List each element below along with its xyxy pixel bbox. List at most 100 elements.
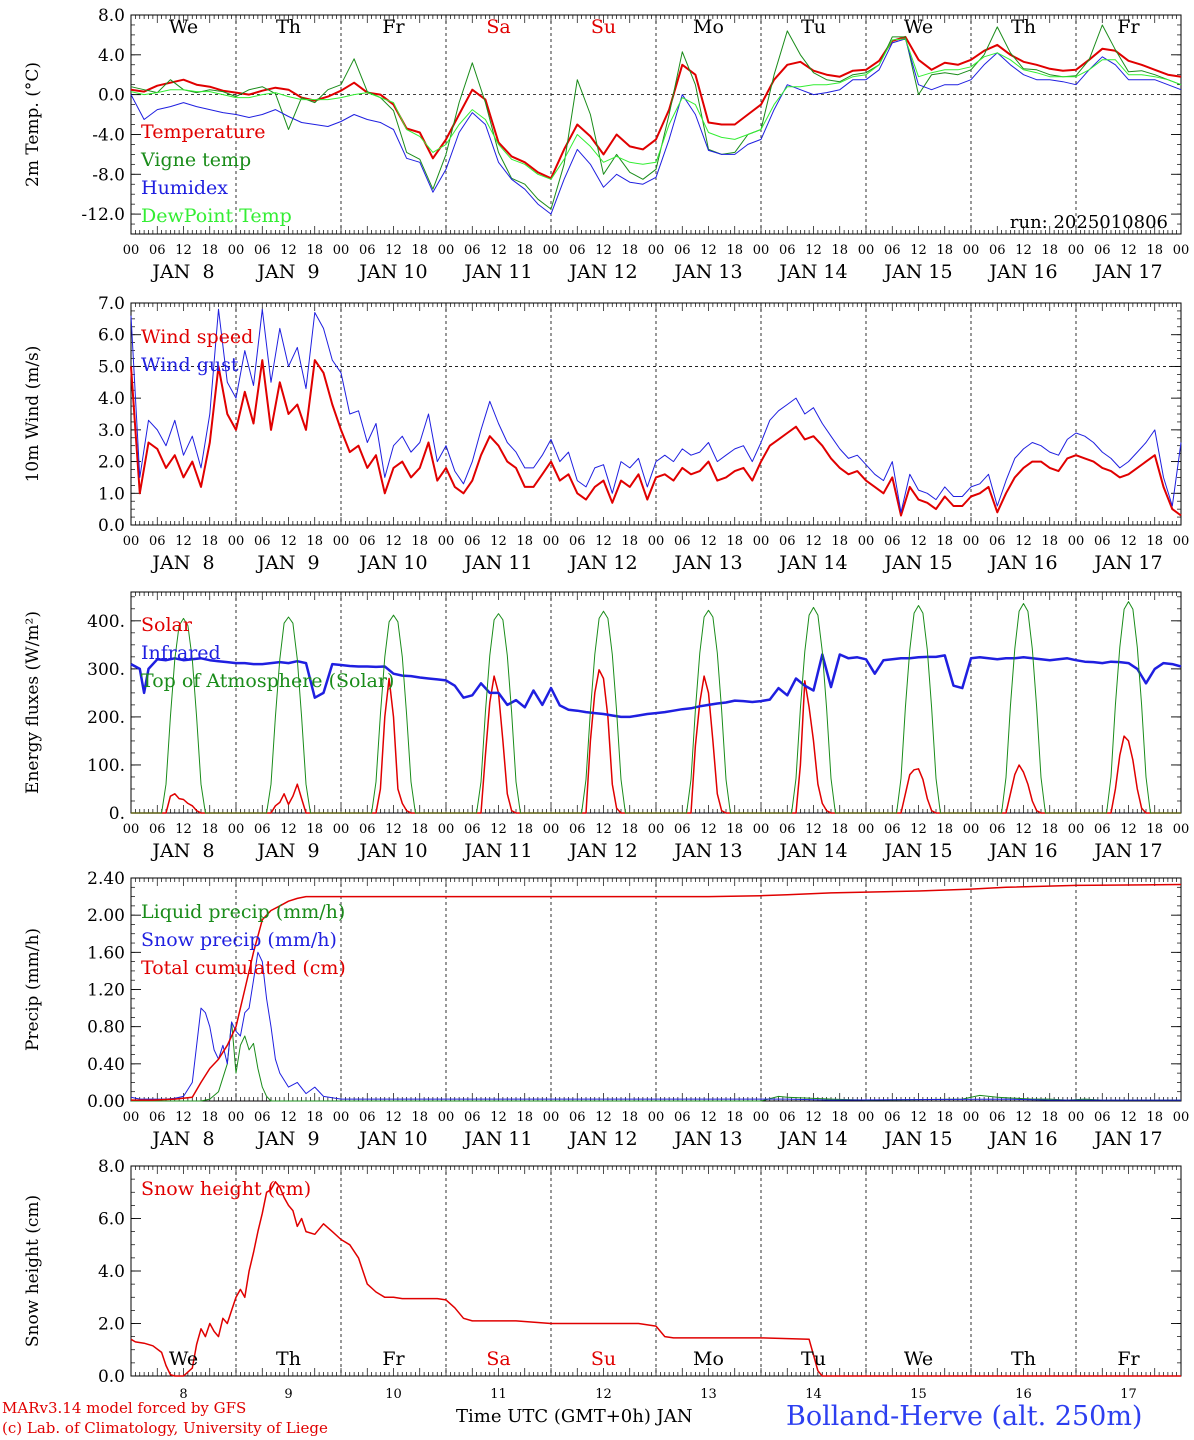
hour-tick-label: 18: [1146, 1110, 1163, 1125]
y-tick-label: 1.60: [87, 943, 125, 963]
hour-tick-label: 00: [753, 1110, 770, 1125]
hour-tick-label: 00: [123, 534, 140, 549]
weekday-label: Fr: [382, 1348, 405, 1370]
hour-tick-label: 18: [411, 243, 428, 258]
hour-tick-label: 00: [123, 1110, 140, 1125]
hour-tick-label: 06: [254, 534, 271, 549]
y-tick-label: 100.: [87, 756, 125, 776]
hour-tick-label: 06: [989, 822, 1006, 837]
hour-tick-label: 06: [464, 243, 481, 258]
hour-tick-label: 12: [490, 1110, 507, 1125]
series-line-4: [130, 38, 1182, 180]
legend-label: Temperature: [141, 121, 265, 143]
y-axis-label: Snow height (cm): [23, 1195, 43, 1347]
day-number-label: 10: [385, 1387, 402, 1402]
y-tick-label: -4.0: [92, 125, 125, 145]
hour-tick-label: 18: [1041, 534, 1058, 549]
legend-label: Liquid precip (mm/h): [141, 901, 345, 923]
hour-tick-label: 12: [490, 243, 507, 258]
footer-lab-credit: (c) Lab. of Climatology, University of L…: [2, 1419, 328, 1437]
y-tick-label: 0.0: [98, 86, 125, 106]
date-label: JAN 13: [672, 552, 742, 574]
hour-tick-label: 12: [595, 534, 612, 549]
y-axis-label: Energy fluxes (W/m²): [23, 611, 43, 794]
hour-tick-label: 00: [333, 1110, 350, 1125]
date-label: JAN 13: [672, 840, 742, 862]
date-label: JAN 13: [672, 1128, 742, 1150]
hour-tick-label: 18: [1146, 243, 1163, 258]
panel-5: 8.0 6.0 4.0 2.0 0.0 Snow height (cm) Snow heig…: [23, 1157, 1182, 1402]
hour-tick-label: 00: [858, 1110, 875, 1125]
hour-tick-label: 18: [726, 243, 743, 258]
hour-tick-label: 00: [1173, 243, 1190, 258]
date-label: JAN 16: [987, 1128, 1057, 1150]
date-label: JAN 11: [462, 1128, 532, 1150]
hour-tick-label: 00: [228, 243, 245, 258]
hour-tick-label: 00: [1068, 822, 1085, 837]
hour-tick-label: 00: [753, 822, 770, 837]
hour-tick-label: 18: [516, 1110, 533, 1125]
hour-tick-label: 00: [543, 534, 560, 549]
y-axis-label: 2m Temp. (°C): [23, 62, 43, 187]
hour-tick-label: 12: [1015, 1110, 1032, 1125]
hour-tick-label: 00: [1173, 1110, 1190, 1125]
hour-tick-label: 00: [333, 822, 350, 837]
hour-tick-label: 12: [700, 534, 717, 549]
y-tick-label: 5.0: [98, 357, 125, 377]
series-line-1: [130, 35, 1182, 180]
hour-tick-label: 18: [831, 1110, 848, 1125]
hour-tick-label: 18: [621, 534, 638, 549]
date-label: JAN 15: [882, 552, 952, 574]
hour-tick-label: 00: [963, 1110, 980, 1125]
hour-tick-label: 18: [936, 822, 953, 837]
date-label: JAN 8: [150, 840, 214, 862]
hour-tick-label: 18: [1041, 243, 1058, 258]
hour-tick-label: 06: [1094, 534, 1111, 549]
legend-label: Wind gust: [141, 354, 239, 376]
hour-tick-label: 06: [464, 534, 481, 549]
time-axis-label: Time UTC (GMT+0h) JAN: [456, 1406, 693, 1427]
date-label: JAN 12: [567, 261, 637, 283]
date-label: JAN 10: [357, 261, 427, 283]
date-label: JAN 11: [462, 261, 532, 283]
date-label: JAN 9: [255, 552, 319, 574]
hour-tick-label: 00: [1173, 822, 1190, 837]
hour-tick-label: 06: [884, 534, 901, 549]
hour-tick-label: 12: [385, 534, 402, 549]
hour-tick-label: 00: [438, 822, 455, 837]
hour-tick-label: 18: [1041, 1110, 1058, 1125]
hour-tick-label: 00: [648, 1110, 665, 1125]
hour-tick-label: 06: [359, 822, 376, 837]
weekday-label: Sa: [486, 16, 510, 38]
y-tick-label: 0.: [109, 804, 125, 824]
hour-tick-label: 12: [805, 534, 822, 549]
y-tick-label: 0.0: [98, 516, 125, 536]
y-tick-label: 6.0: [98, 1210, 125, 1230]
hour-tick-label: 06: [254, 243, 271, 258]
y-tick-label: 2.0: [98, 453, 125, 473]
hour-tick-label: 12: [280, 1110, 297, 1125]
hour-tick-label: 00: [648, 822, 665, 837]
date-label: JAN 8: [150, 261, 214, 283]
y-tick-label: 200.: [87, 708, 125, 728]
hour-tick-label: 18: [411, 822, 428, 837]
hour-tick-label: 12: [700, 822, 717, 837]
hour-tick-label: 12: [1015, 822, 1032, 837]
weekday-label: Th: [1011, 16, 1036, 38]
hour-tick-label: 06: [884, 243, 901, 258]
hour-tick-label: 00: [123, 243, 140, 258]
hour-tick-label: 06: [149, 243, 166, 258]
weekday-label: Fr: [1117, 1348, 1140, 1370]
day-number-label: 12: [595, 1387, 612, 1402]
y-tick-label: -12.0: [81, 205, 125, 225]
hour-tick-label: 06: [674, 243, 691, 258]
date-label: JAN 11: [462, 552, 532, 574]
y-tick-label: 8.0: [98, 6, 125, 26]
hour-tick-label: 12: [1120, 1110, 1137, 1125]
hour-tick-label: 18: [831, 243, 848, 258]
date-label: JAN 14: [777, 1128, 847, 1150]
hour-tick-label: 06: [569, 243, 586, 258]
series-line-2: [130, 653, 1182, 719]
date-label: JAN 17: [1092, 1128, 1162, 1150]
